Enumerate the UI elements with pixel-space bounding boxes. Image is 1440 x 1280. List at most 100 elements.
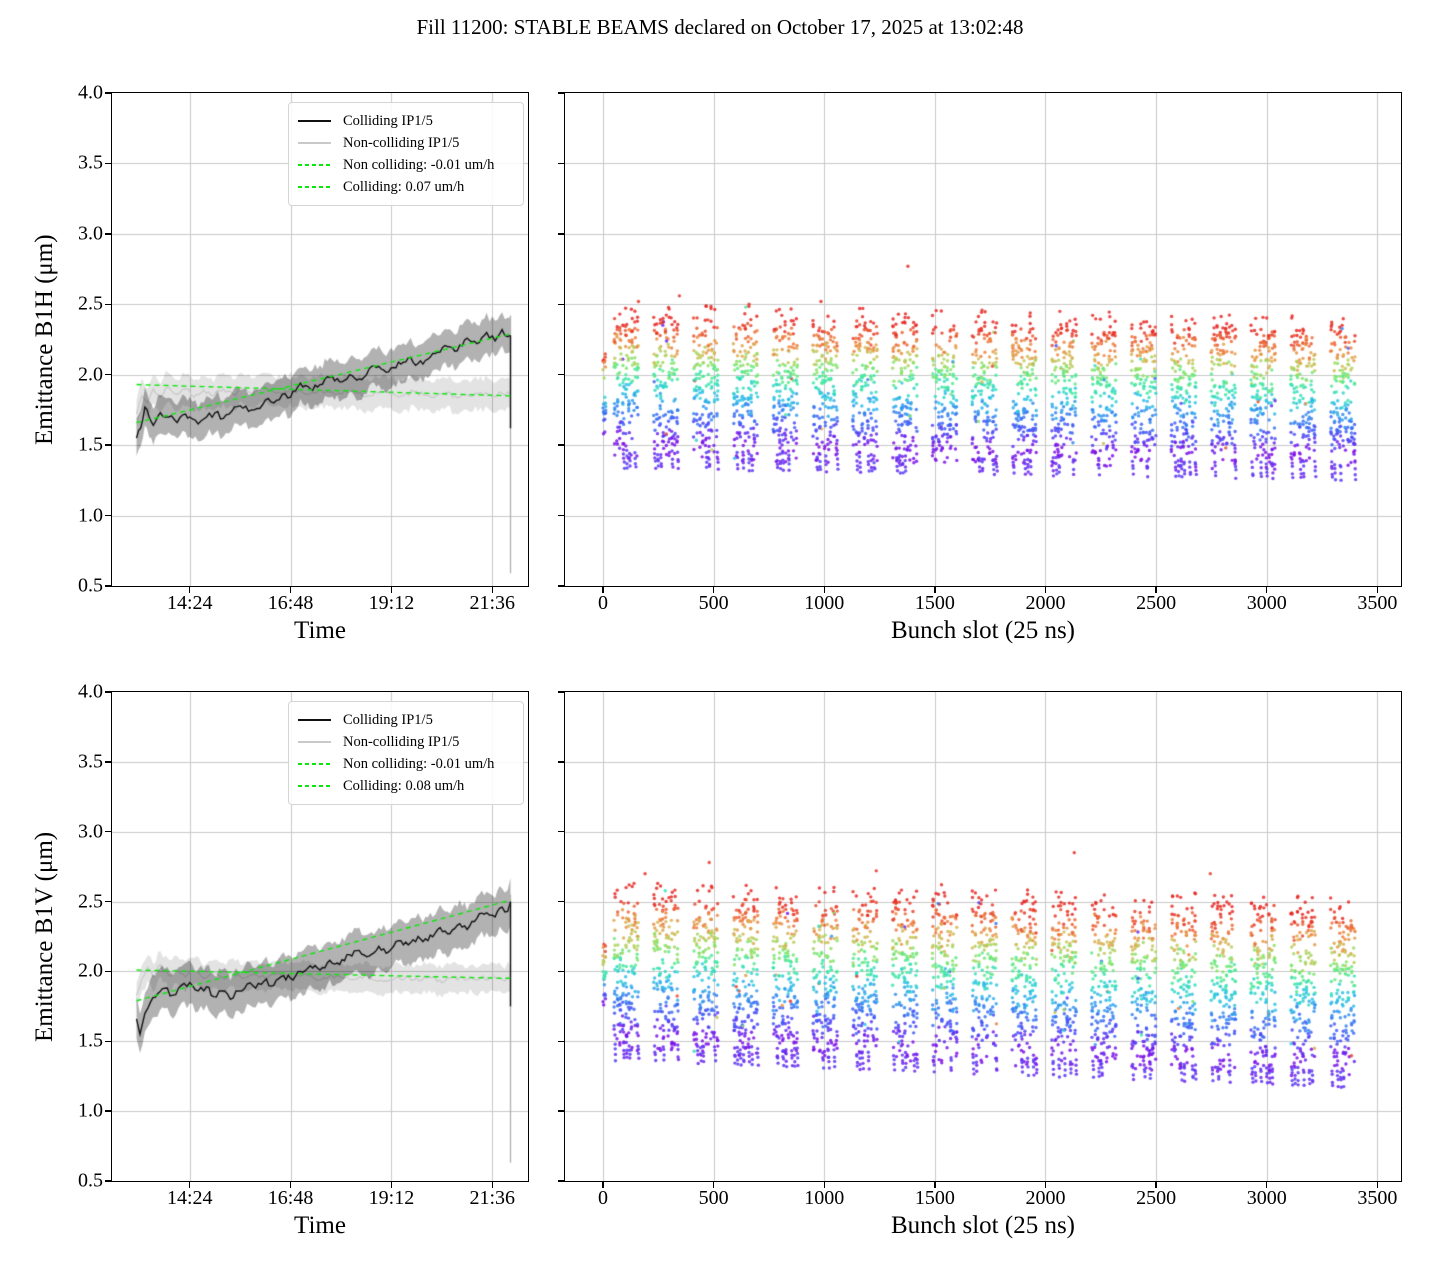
- x-tick-mark: [1155, 586, 1157, 593]
- legend-item: Colliding: 0.08 um/h: [298, 775, 515, 797]
- y-tick-label: 3.5: [78, 750, 103, 773]
- y-tick-mark: [558, 1110, 565, 1112]
- legend-label: Colliding: 0.08 um/h: [343, 777, 465, 794]
- x-tick-mark: [823, 586, 826, 593]
- y-tick-label: 2.5: [78, 292, 103, 315]
- y-tick-label: 2.5: [78, 890, 103, 913]
- x-tick-label: 2000: [1025, 592, 1066, 614]
- y-tick-mark: [558, 233, 565, 235]
- x-axis-label: Bunch slot (25 ns): [890, 617, 1076, 644]
- x-axis-label: Bunch slot (25 ns): [890, 1212, 1076, 1239]
- x-tick-mark: [823, 1181, 826, 1188]
- legend-item: Colliding IP1/5: [298, 709, 515, 731]
- x-tick-label: 3000: [1246, 592, 1287, 614]
- y-axis-label: Emittance B1H (μm): [31, 234, 58, 445]
- legend-item: Non-colliding IP1/5: [298, 132, 515, 154]
- y-tick-mark: [105, 585, 112, 587]
- x-tick-label: 21:36: [469, 1187, 516, 1209]
- x-tick-label: 2000: [1025, 1187, 1066, 1209]
- x-tick-mark: [1155, 1181, 1157, 1188]
- y-tick-label: 3.0: [78, 222, 103, 245]
- legend-label: Colliding IP1/5: [343, 711, 433, 728]
- y-tick-mark: [558, 373, 565, 376]
- legend-label: Colliding: 0.07 um/h: [343, 178, 465, 195]
- figure-title: Fill 11200: STABLE BEAMS declared on Oct…: [416, 15, 1024, 39]
- legend-item: Colliding IP1/5: [298, 110, 515, 132]
- legend-line-swatch: [298, 120, 331, 122]
- legend-line-swatch: [298, 142, 331, 144]
- y-tick-mark: [558, 1180, 565, 1182]
- y-tick-label: 3.0: [78, 820, 103, 843]
- y-tick-mark: [105, 303, 112, 306]
- legend-line-swatch: [298, 164, 331, 166]
- y-tick-mark: [105, 233, 112, 235]
- x-tick-mark: [1265, 1181, 1268, 1188]
- x-tick-mark: [289, 586, 292, 593]
- x-tick-label: 500: [698, 592, 729, 614]
- y-tick-mark: [558, 92, 565, 94]
- b1v-bunch-canvas: [565, 692, 1401, 1181]
- b1h-bunch-canvas: [565, 93, 1401, 586]
- x-axis-label: Time: [294, 1212, 346, 1239]
- legend-label: Non colliding: -0.01 um/h: [343, 156, 495, 173]
- y-tick-mark: [105, 1110, 112, 1112]
- y-tick-label: 4.0: [78, 680, 103, 703]
- x-tick-mark: [934, 586, 936, 593]
- x-tick-label: 500: [698, 1187, 729, 1209]
- y-tick-mark: [105, 444, 112, 446]
- plot-emittance-b1v-time: Emittance B1V (μm) Time 14:24 16:48 19:12 2…: [31, 681, 529, 1239]
- legend: Colliding IP1/5 Non-colliding IP1/5 Non co…: [288, 102, 524, 206]
- y-tick-mark: [558, 691, 565, 693]
- y-tick-mark: [105, 92, 112, 94]
- x-tick-label: 2500: [1136, 1187, 1177, 1209]
- y-tick-label: 0.5: [78, 1169, 103, 1192]
- x-tick-mark: [602, 1181, 604, 1188]
- y-tick-mark: [105, 514, 112, 517]
- legend-item: Non colliding: -0.01 um/h: [298, 753, 515, 775]
- x-tick-label: 3500: [1357, 592, 1398, 614]
- x-tick-label: 14:24: [166, 1187, 213, 1209]
- y-tick-mark: [105, 1180, 112, 1182]
- y-tick-mark: [558, 970, 565, 973]
- y-tick-label: 1.0: [78, 504, 103, 527]
- x-tick-mark: [188, 1181, 191, 1188]
- x-tick-mark: [1044, 1181, 1047, 1188]
- legend-line-swatch: [298, 186, 331, 188]
- x-tick-label: 1500: [914, 1187, 955, 1209]
- x-tick-mark: [602, 586, 604, 593]
- x-tick-mark: [1265, 586, 1268, 593]
- y-tick-mark: [558, 900, 565, 903]
- x-tick-label: 19:12: [368, 1187, 415, 1209]
- x-tick-mark: [1044, 586, 1047, 593]
- y-tick-label: 1.5: [78, 1029, 103, 1052]
- legend-label: Non colliding: -0.01 um/h: [343, 755, 495, 772]
- legend-label: Colliding IP1/5: [343, 112, 433, 129]
- legend-label: Non-colliding IP1/5: [343, 134, 460, 151]
- y-tick-mark: [105, 162, 112, 165]
- legend-line-swatch: [298, 763, 331, 765]
- y-tick-mark: [558, 444, 565, 446]
- x-tick-label: 19:12: [368, 592, 415, 614]
- y-tick-mark: [558, 303, 565, 306]
- x-tick-label: 1000: [804, 592, 845, 614]
- legend-line-swatch: [298, 719, 331, 721]
- x-tick-label: 1500: [914, 592, 955, 614]
- y-axis-label: Emittance B1V (μm): [31, 831, 58, 1042]
- legend: Colliding IP1/5 Non-colliding IP1/5 Non co…: [288, 701, 524, 805]
- x-tick-mark: [712, 586, 715, 593]
- y-tick-mark: [558, 830, 565, 833]
- y-tick-mark: [105, 900, 112, 903]
- x-tick-label: 0: [598, 1187, 609, 1209]
- x-tick-mark: [491, 586, 494, 593]
- y-tick-label: 2.0: [78, 363, 103, 386]
- x-tick-label: 16:48: [267, 592, 314, 614]
- legend-line-swatch: [298, 785, 331, 787]
- y-tick-mark: [558, 1040, 565, 1043]
- x-tick-mark: [491, 1181, 494, 1188]
- legend-item: Non colliding: -0.01 um/h: [298, 154, 515, 176]
- legend-item: Colliding: 0.07 um/h: [298, 176, 515, 198]
- y-tick-label: 4.0: [78, 81, 103, 104]
- x-tick-label: 14:24: [166, 592, 213, 614]
- y-tick-mark: [105, 691, 112, 693]
